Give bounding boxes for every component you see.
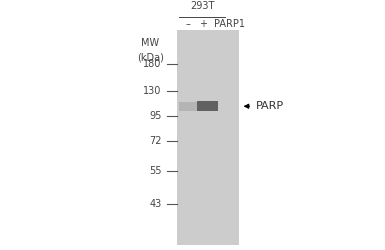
Text: PARP1: PARP1 xyxy=(214,19,244,29)
Text: PARP: PARP xyxy=(256,101,284,111)
Bar xyxy=(179,102,196,110)
Text: 130: 130 xyxy=(143,86,162,96)
Text: 55: 55 xyxy=(149,166,162,176)
Text: 293T: 293T xyxy=(190,1,214,11)
Bar xyxy=(177,30,239,245)
Text: 95: 95 xyxy=(149,111,162,121)
Text: +: + xyxy=(199,19,207,29)
Text: 72: 72 xyxy=(149,136,162,146)
Text: MW: MW xyxy=(141,38,159,48)
Text: 43: 43 xyxy=(149,199,162,209)
Text: 180: 180 xyxy=(143,59,162,69)
Text: (kDa): (kDa) xyxy=(137,52,164,62)
Bar xyxy=(197,101,218,111)
Text: –: – xyxy=(186,19,190,29)
